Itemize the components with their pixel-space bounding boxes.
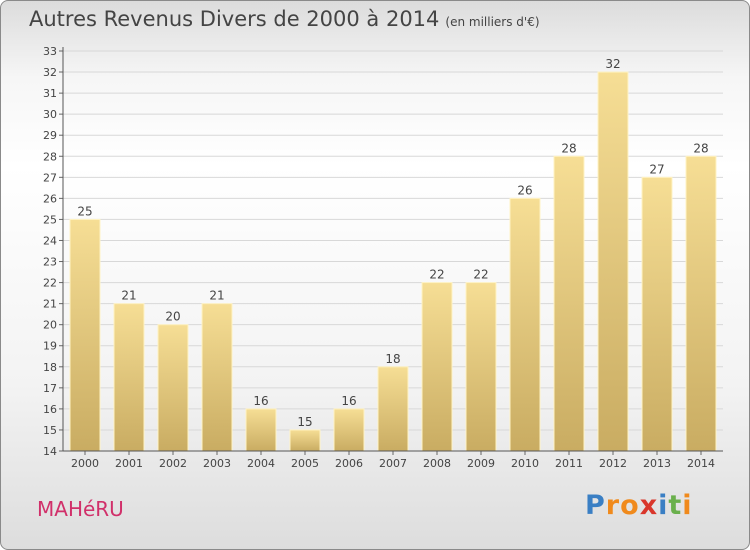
y-tick-label: 16 [43, 403, 57, 416]
bar [157, 324, 189, 452]
bar [377, 366, 409, 452]
bar [553, 155, 585, 452]
x-tick-label: 2007 [379, 457, 407, 470]
x-tick-label: 2002 [159, 457, 187, 470]
x-tick-label: 2010 [511, 457, 539, 470]
y-tick-label: 28 [43, 150, 57, 163]
y-tick-label: 30 [43, 108, 57, 121]
x-tick-label: 2014 [687, 457, 715, 470]
bar [465, 282, 497, 452]
logo-letter: P [585, 490, 606, 521]
y-tick-label: 26 [43, 192, 57, 205]
x-tick-label: 2006 [335, 457, 363, 470]
x-tick-label: 2012 [599, 457, 627, 470]
data-label: 22 [473, 268, 488, 282]
data-label: 32 [605, 57, 620, 71]
y-tick-label: 29 [43, 129, 57, 142]
labels: 14 15 16 17 18 19 20 21 22 23 24 25 26 27 28 29 30 31 32 33… [43, 45, 715, 470]
bar [289, 429, 321, 452]
data-label: 27 [649, 162, 664, 176]
y-tick-label: 22 [43, 277, 57, 290]
bar [201, 303, 233, 452]
y-tick-label: 32 [43, 66, 57, 79]
x-tick-label: 2004 [247, 457, 275, 470]
x-tick-label: 2000 [71, 457, 99, 470]
y-tick-label: 33 [43, 45, 57, 58]
data-label: 26 [517, 183, 532, 197]
bar [421, 282, 453, 452]
y-tick-label: 17 [43, 382, 57, 395]
logo-letter: x [639, 490, 659, 521]
y-tick-label: 31 [43, 87, 57, 100]
bars [69, 71, 717, 452]
commune-name: MAHéRU [37, 497, 124, 521]
bar [509, 197, 541, 452]
x-tick-label: 2011 [555, 457, 583, 470]
bar [597, 71, 629, 452]
x-tick-label: 2009 [467, 457, 495, 470]
bar [113, 303, 145, 452]
bar [333, 408, 365, 452]
proxiti-logo: Proxiti [585, 490, 693, 521]
y-tick-label: 21 [43, 298, 57, 311]
data-label: 21 [121, 289, 136, 303]
x-tick-label: 2001 [115, 457, 143, 470]
logo-letter: i [658, 490, 669, 521]
x-tick-label: 2013 [643, 457, 671, 470]
logo-letter: t [668, 490, 683, 521]
data-label: 16 [253, 394, 268, 408]
x-tick-label: 2008 [423, 457, 451, 470]
data-label: 18 [385, 352, 400, 366]
bar [641, 176, 673, 452]
chart-title: Autres Revenus Divers de 2000 à 2014 [29, 7, 440, 31]
data-label: 21 [209, 289, 224, 303]
axes [59, 47, 723, 455]
y-tick-label: 14 [43, 445, 57, 458]
chart-title-block: Autres Revenus Divers de 2000 à 2014 (en … [29, 7, 540, 31]
bar [245, 408, 277, 452]
y-tick-label: 27 [43, 171, 57, 184]
y-tick-label: 23 [43, 256, 57, 269]
data-label: 15 [297, 415, 312, 429]
y-tick-label: 19 [43, 340, 57, 353]
y-tick-label: 24 [43, 234, 57, 247]
logo-letter: o [620, 490, 640, 521]
data-label: 16 [341, 394, 356, 408]
bar [685, 155, 717, 452]
chart-subtitle: (en milliers d'€) [445, 15, 540, 29]
y-tick-label: 25 [43, 213, 57, 226]
y-tick-label: 20 [43, 319, 57, 332]
bar [69, 218, 101, 452]
y-tick-label: 15 [43, 424, 57, 437]
logo-letter: r [605, 490, 621, 521]
y-tick-label: 18 [43, 361, 57, 374]
data-label: 20 [165, 310, 180, 324]
data-label: 25 [77, 204, 92, 218]
x-tick-label: 2003 [203, 457, 231, 470]
data-label: 28 [693, 141, 708, 155]
data-label: 22 [429, 268, 444, 282]
x-tick-label: 2005 [291, 457, 319, 470]
data-label: 28 [561, 141, 576, 155]
logo-letter: i [682, 490, 693, 521]
